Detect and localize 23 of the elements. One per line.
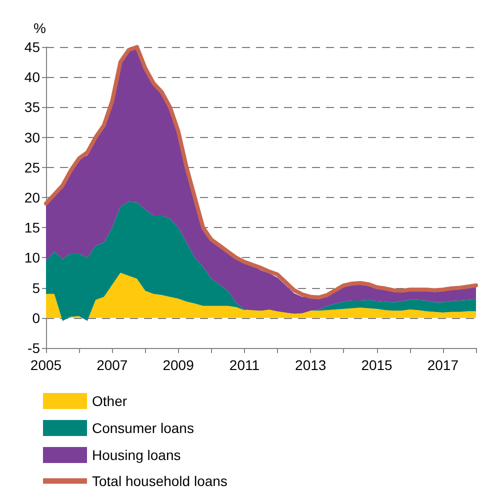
x-tick-label: 2009 xyxy=(162,357,194,373)
y-tick-label: 45 xyxy=(24,39,40,55)
legend-label: Total household loans xyxy=(92,473,228,489)
x-tick-label: 2007 xyxy=(96,357,128,373)
x-tick-label: 2015 xyxy=(361,357,393,373)
y-tick-label: 25 xyxy=(24,159,40,176)
y-tick-label: 5 xyxy=(32,280,40,296)
legend-label: Housing loans xyxy=(92,447,181,463)
x-tick-label: 2013 xyxy=(295,357,326,373)
y-tick-label: 10 xyxy=(24,250,40,266)
x-tick-label: 2011 xyxy=(229,357,260,373)
y-tick-label: 30 xyxy=(24,129,40,146)
legend-label: Consumer loans xyxy=(92,420,194,436)
y-tick-label: 15 xyxy=(24,220,40,236)
x-tick-label: 2005 xyxy=(30,357,62,373)
y-tick-label: -5 xyxy=(28,340,40,356)
y-axis-title: % xyxy=(34,20,46,36)
y-tick-label: 20 xyxy=(24,190,40,206)
y-tick-label: 0 xyxy=(32,310,40,326)
x-tick-label: 2017 xyxy=(427,357,459,373)
y-tick-label: 35 xyxy=(24,99,40,116)
legend-label: Other xyxy=(92,393,128,409)
y-tick-label: 40 xyxy=(24,69,40,86)
